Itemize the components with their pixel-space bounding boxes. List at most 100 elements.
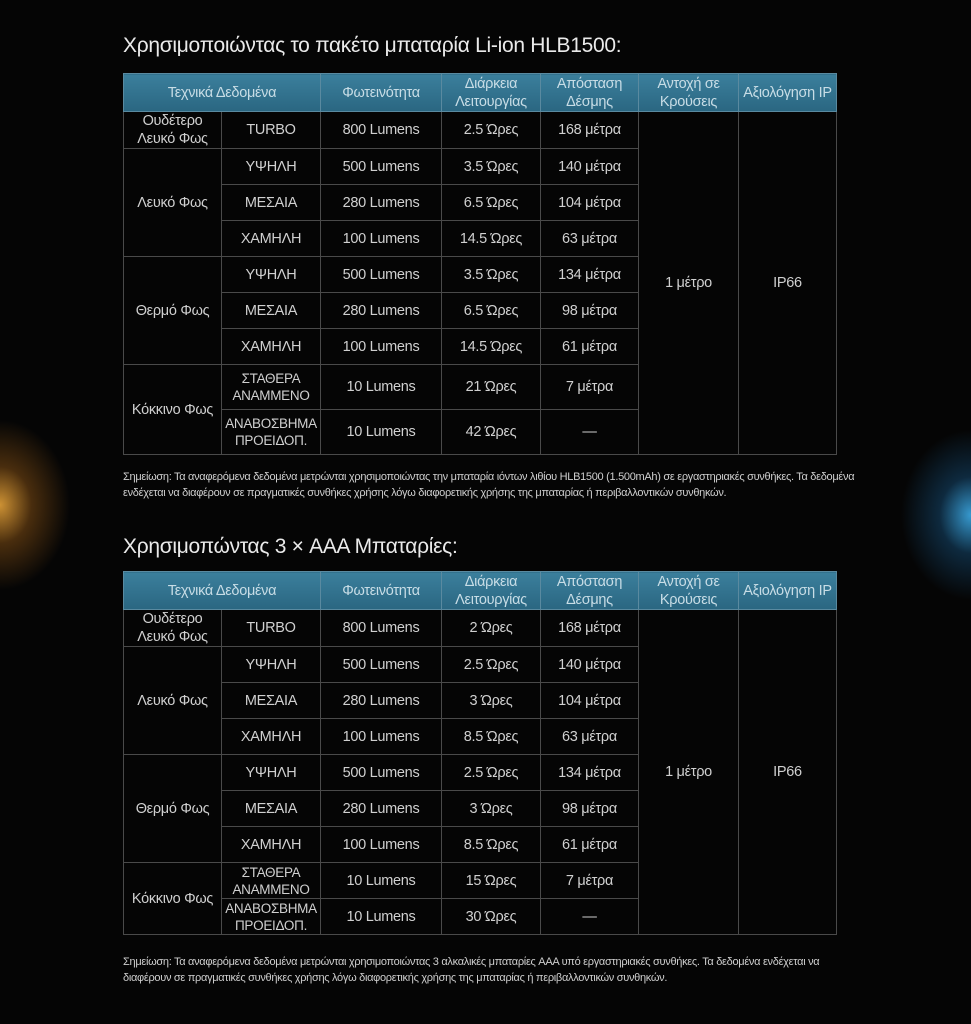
table-row: ΧΑΜΗΛΗ 100 Lumens 8.5 Ώρες 61 μέτρα — [124, 826, 837, 863]
column-header: Αξιολόγηση IP — [738, 571, 837, 610]
table-row: ΑΝΑΒΟΣΒΗΜΑ ΠΡΟΕΙΔΟΠ. 10 Lumens 42 Ώρες — — [124, 409, 837, 455]
lumens-cell: 500 Lumens — [320, 148, 442, 185]
lumens-cell: 100 Lumens — [320, 826, 442, 863]
table-row: Ουδέτερο Λευκό Φως TURBO 800 Lumens 2 Ώρες 1… — [123, 609, 837, 935]
runtime-cell: 3 Ώρες — [441, 790, 541, 827]
runtime-cell: 6.5 Ώρες — [441, 292, 541, 329]
distance-cell: 104 μέτρα — [540, 184, 639, 221]
runtime-cell: 6.5 Ώρες — [441, 184, 541, 221]
distance-cell: — — [540, 409, 639, 455]
column-header: Απόσταση Δέσμης — [540, 73, 639, 112]
light-type-cell: Κόκκινο Φως — [123, 364, 222, 455]
column-header: Αντοχή σε Κρούσεις — [638, 73, 739, 112]
distance-cell: 98 μέτρα — [540, 790, 639, 827]
mode-cell: ΧΑΜΗΛΗ — [221, 220, 321, 257]
lumens-cell: 10 Lumens — [320, 862, 442, 899]
lumens-cell: 100 Lumens — [320, 220, 442, 257]
table-row: ΜΕΣΑΙΑ 280 Lumens 3 Ώρες 104 μέτρα — [124, 682, 837, 719]
distance-cell: 98 μέτρα — [540, 292, 639, 329]
runtime-cell: 42 Ώρες — [441, 409, 541, 455]
distance-cell: 134 μέτρα — [540, 256, 639, 293]
distance-cell: 61 μέτρα — [540, 826, 639, 863]
mode-cell: ΥΨΗΛΗ — [221, 256, 321, 293]
runtime-cell: 2.5 Ώρες — [441, 646, 541, 683]
table-row: Λευκό Φως ΥΨΗΛΗ 500 Lumens 2.5 Ώρες 140 μέτρ… — [123, 646, 837, 755]
section-title-liion: Χρησιμοποιώντας το πακέτο μπαταρία Li-io… — [123, 34, 622, 57]
mode-cell: TURBO — [221, 609, 321, 647]
runtime-cell: 2 Ώρες — [441, 609, 541, 647]
distance-cell: 140 μέτρα — [540, 646, 639, 683]
distance-cell: 140 μέτρα — [540, 148, 639, 185]
runtime-cell: 21 Ώρες — [441, 364, 541, 410]
runtime-cell: 8.5 Ώρες — [441, 718, 541, 755]
header-row: Τεχνικά Δεδομένα Φωτεινότητα Διάρκεια Λειτ… — [123, 571, 837, 610]
orange-light-glow — [0, 420, 70, 590]
mode-cell: ΣΤΑΘΕΡΑ ΑΝΑΜΜΕΝΟ — [221, 862, 321, 899]
light-type-cell: Ουδέτερο Λευκό Φως — [123, 111, 222, 149]
distance-cell: — — [540, 898, 639, 935]
column-header: Φωτεινότητα — [320, 73, 442, 112]
lumens-cell: 10 Lumens — [320, 898, 442, 935]
blue-light-glow — [901, 430, 971, 600]
mode-cell: ΜΕΣΑΙΑ — [221, 292, 321, 329]
light-type-cell: Λευκό Φως — [123, 646, 222, 755]
lumens-cell: 10 Lumens — [320, 364, 442, 410]
runtime-cell: 14.5 Ώρες — [441, 328, 541, 365]
distance-cell: 168 μέτρα — [540, 111, 639, 149]
table-row: Λευκό Φως ΥΨΗΛΗ 500 Lumens 3.5 Ώρες 140 μέτρ… — [123, 148, 837, 257]
lumens-cell: 500 Lumens — [320, 256, 442, 293]
runtime-cell: 15 Ώρες — [441, 862, 541, 899]
lumens-cell: 500 Lumens — [320, 754, 442, 791]
column-header: Διάρκεια Λειτουργίας — [441, 571, 541, 610]
distance-cell: 61 μέτρα — [540, 328, 639, 365]
mode-cell: ΜΕΣΑΙΑ — [221, 682, 321, 719]
specs-table-aaa: Τεχνικά Δεδομένα Φωτεινότητα Διάρκεια Λειτ… — [123, 571, 837, 935]
section-title-aaa: Χρησιμοπώντας 3 × AAA Μπαταρίες: — [123, 535, 458, 558]
mode-cell: ΧΑΜΗΛΗ — [221, 328, 321, 365]
lumens-cell: 280 Lumens — [320, 790, 442, 827]
lumens-cell: 500 Lumens — [320, 646, 442, 683]
distance-cell: 104 μέτρα — [540, 682, 639, 719]
light-type-cell: Θερμό Φως — [123, 256, 222, 365]
column-header: Απόσταση Δέσμης — [540, 571, 639, 610]
light-type-cell: Ουδέτερο Λευκό Φως — [123, 609, 222, 647]
mode-cell: ΣΤΑΘΕΡΑ ΑΝΑΜΜΕΝΟ — [221, 364, 321, 410]
lumens-cell: 100 Lumens — [320, 328, 442, 365]
table-row: Θερμό Φως ΥΨΗΛΗ 500 Lumens 3.5 Ώρες 134 μέτρ… — [123, 256, 837, 365]
runtime-cell: 2.5 Ώρες — [441, 754, 541, 791]
table-row: ΧΑΜΗΛΗ 100 Lumens 8.5 Ώρες 63 μέτρα — [124, 718, 837, 755]
runtime-cell: 14.5 Ώρες — [441, 220, 541, 257]
mode-cell: ΑΝΑΒΟΣΒΗΜΑ ΠΡΟΕΙΔΟΠ. — [221, 898, 321, 935]
lumens-cell: 280 Lumens — [320, 184, 442, 221]
table-row: ΧΑΜΗΛΗ 100 Lumens 14.5 Ώρες 61 μέτρα — [124, 328, 837, 365]
runtime-cell: 3.5 Ώρες — [441, 148, 541, 185]
header-row: Τεχνικά Δεδομένα Φωτεινότητα Διάρκεια Λειτ… — [123, 73, 837, 112]
distance-cell: 7 μέτρα — [540, 364, 639, 410]
light-type-cell: Θερμό Φως — [123, 754, 222, 863]
mode-cell: ΥΨΗΛΗ — [221, 754, 321, 791]
impact-resistance-cell: 1 μέτρο — [638, 609, 739, 935]
ip-rating-cell: IP66 — [738, 609, 837, 935]
lumens-cell: 10 Lumens — [320, 409, 442, 455]
runtime-cell: 3.5 Ώρες — [441, 256, 541, 293]
lumens-cell: 280 Lumens — [320, 292, 442, 329]
column-header: Τεχνικά Δεδομένα — [123, 73, 321, 112]
mode-cell: ΥΨΗΛΗ — [221, 148, 321, 185]
note-liion: Σημείωση: Τα αναφερόμενα δεδομένα μετρών… — [123, 471, 855, 499]
table-row: Ουδέτερο Λευκό Φως TURBO 800 Lumens 2.5 Ώρε… — [123, 111, 837, 455]
table-row: ΜΕΣΑΙΑ 280 Lumens 6.5 Ώρες 98 μέτρα — [124, 292, 837, 329]
table-row: Θερμό Φως ΥΨΗΛΗ 500 Lumens 2.5 Ώρες 134 μέτρ… — [123, 754, 837, 863]
runtime-cell: 30 Ώρες — [441, 898, 541, 935]
lumens-cell: 800 Lumens — [320, 111, 442, 149]
table-row: ΑΝΑΒΟΣΒΗΜΑ ΠΡΟΕΙΔΟΠ. 10 Lumens 30 Ώρες — — [124, 898, 837, 935]
ip-rating-cell: IP66 — [738, 111, 837, 455]
mode-cell: ΜΕΣΑΙΑ — [221, 790, 321, 827]
distance-cell: 7 μέτρα — [540, 862, 639, 899]
distance-cell: 168 μέτρα — [540, 609, 639, 647]
column-header: Φωτεινότητα — [320, 571, 442, 610]
table-row: ΧΑΜΗΛΗ 100 Lumens 14.5 Ώρες 63 μέτρα — [124, 220, 837, 257]
column-header: Τεχνικά Δεδομένα — [123, 571, 321, 610]
lumens-cell: 800 Lumens — [320, 609, 442, 647]
mode-cell: TURBO — [221, 111, 321, 149]
lumens-cell: 100 Lumens — [320, 718, 442, 755]
